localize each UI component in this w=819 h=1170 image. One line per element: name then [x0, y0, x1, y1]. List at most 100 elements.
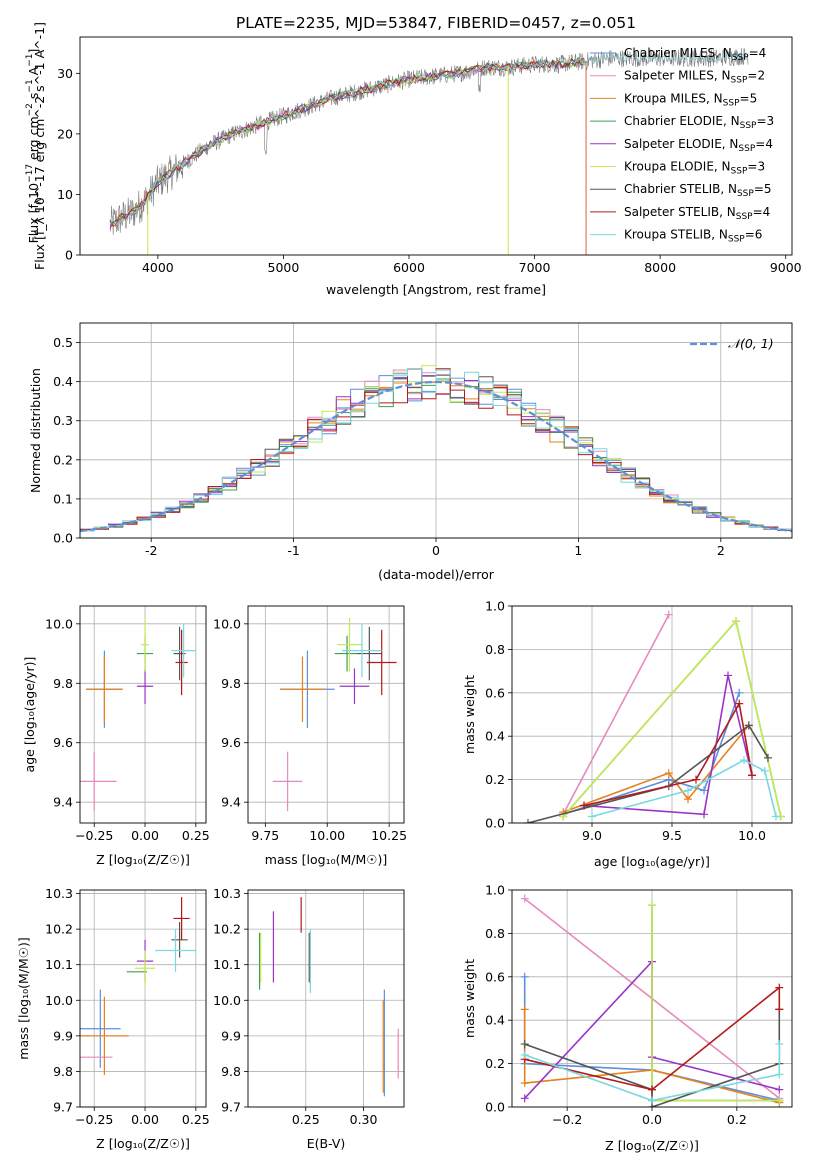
gaussian-curve [80, 380, 792, 533]
x-tick-label: 10.25 [371, 828, 407, 843]
y-tick-label: 0.6 [485, 685, 505, 700]
age-vs-mass-panel: 9.75 10.00 10.25 9.4 9.6 9.8 10.0 mass [log₁₀(M… [213, 605, 407, 867]
x-tick-label: -2 [145, 543, 157, 558]
weight-marker [648, 1096, 656, 1105]
y-tick-label: 0.0 [485, 1100, 505, 1115]
y-tick-label: 0.6 [485, 969, 505, 984]
y-tick-label: 0.0 [53, 531, 73, 546]
y-tick-label: 0.4 [53, 374, 73, 389]
weight-marker [520, 1079, 529, 1088]
mass-weight-vs-age-panel: 9.0 9.5 10.0 0.0 0.2 0.4 0.6 0.8 1.0 age [log₁₀(a… [462, 599, 793, 869]
y-tick-label: 9.8 [221, 676, 241, 691]
y-tick-label: 0.8 [485, 926, 505, 941]
x-tick-label: 0.00 [131, 1112, 159, 1127]
weight-line [527, 724, 769, 823]
axes-frame [79, 36, 793, 256]
legend-label: Salpeter ELODIE, NSSP=4 [624, 137, 773, 154]
legend-label: Salpeter STELIB, NSSP=4 [624, 205, 770, 222]
legend-label: Kroupa ELODIE, NSSP=3 [624, 160, 765, 177]
weight-marker [684, 795, 692, 804]
x-axis-label: Z [log₁₀(Z/Z☉)] [96, 852, 190, 867]
legend-label: Salpeter MILES, NSSP=2 [624, 69, 765, 86]
y-tick-label: 10.3 [45, 886, 73, 901]
y-axis-label: mass weight [462, 959, 477, 1038]
spectrum-panel: 4000 5000 6000 7000 8000 9000 0 10 20 30 wavelengt… [25, 22, 802, 297]
axes-frame [79, 889, 207, 1108]
x-axis-label: age [log₁₀(age/yr)] [594, 854, 710, 869]
weight-marker [664, 610, 673, 619]
weight-marker [520, 1005, 529, 1014]
y-tick-label: 1.0 [485, 599, 505, 614]
weight-marker [700, 810, 708, 819]
x-tick-label: 2 [717, 543, 725, 558]
spectrum-model-line [110, 58, 585, 226]
weight-marker [700, 786, 708, 795]
weight-marker [520, 972, 529, 981]
legend-label: Chabrier STELIB, NSSP=5 [624, 182, 772, 199]
spectrum-model-line [109, 57, 585, 224]
y-tick-label: 9.9 [221, 1028, 241, 1043]
legend-label: Chabrier ELODIE, NSSP=3 [624, 114, 774, 131]
weight-marker [520, 1040, 529, 1049]
weight-marker [775, 1085, 784, 1094]
weight-marker [588, 812, 596, 821]
weight-marker [692, 775, 700, 784]
spectrum-model-line [109, 56, 585, 229]
y-axis-label: Flux [f_λ 10^-17 erg cm^-2 s^-1 A^-1] [32, 22, 47, 270]
mass-vs-ebv-panel: 0.25 0.30 9.7 9.8 9.9 10.0 10.1 10.2 10.3 E(B-V) [213, 886, 405, 1151]
plot-area [272, 617, 397, 812]
legend-label: Chabrier MILES, NSSP=4 [624, 46, 766, 63]
y-tick-label: 10.0 [45, 993, 73, 1008]
axes-frame [511, 889, 793, 1108]
weight-marker [775, 1070, 784, 1079]
spectrum-model-line [110, 58, 585, 224]
x-tick-label: -1 [287, 543, 299, 558]
y-tick-label: 0.2 [485, 1056, 505, 1071]
weight-marker [748, 771, 756, 780]
x-tick-label: 9.5 [662, 828, 682, 843]
x-tick-label: 0.2 [727, 1112, 747, 1127]
weight-line [583, 675, 753, 816]
y-tick-label: 0.4 [485, 1013, 505, 1028]
plot-area [80, 365, 792, 533]
spectrum-model-line [109, 57, 585, 228]
y-tick-label: 0.2 [53, 452, 73, 467]
x-axis-label: Z [log₁₀(Z/Z☉)] [96, 1136, 190, 1151]
weight-marker [740, 756, 748, 765]
weight-marker [772, 812, 780, 821]
plot-area [524, 610, 785, 823]
weight-marker [580, 801, 588, 810]
legend-label: Kroupa STELIB, NSSP=6 [624, 228, 762, 245]
weight-line [562, 692, 740, 816]
x-tick-label: 0.25 [292, 1112, 320, 1127]
weight-marker [735, 688, 744, 697]
weight-marker [775, 1040, 784, 1049]
weight-marker [764, 753, 772, 762]
x-tick-label: −0.2 [552, 1112, 582, 1127]
x-tick-label: 6000 [393, 260, 425, 275]
y-tick-label: 0.3 [53, 413, 73, 428]
weight-marker [664, 769, 673, 778]
x-tick-label: 9.0 [582, 828, 602, 843]
x-tick-label: 0.30 [350, 1112, 378, 1127]
x-tick-label: 9.75 [251, 828, 279, 843]
y-tick-label: 10.1 [213, 957, 241, 972]
y-tick-label: 0.0 [485, 816, 505, 831]
x-tick-label: −0.25 [75, 1112, 113, 1127]
y-tick-label: 10.0 [213, 616, 241, 631]
x-axis-label: E(B-V) [307, 1136, 346, 1151]
x-tick-label: 5000 [268, 260, 300, 275]
y-tick-label: 9.7 [221, 1100, 241, 1115]
x-tick-label: 7000 [519, 260, 551, 275]
weight-marker [775, 1096, 784, 1105]
x-tick-label: 0.00 [131, 828, 159, 843]
x-tick-label: −0.25 [75, 828, 113, 843]
x-tick-label: 0.25 [182, 828, 210, 843]
y-tick-label: 9.7 [53, 1100, 73, 1115]
weight-line [562, 614, 670, 815]
y-tick-label: 0.5 [53, 335, 73, 350]
weight-marker [520, 894, 529, 903]
y-tick-label: 0.1 [53, 491, 73, 506]
y-tick-label: 9.9 [53, 1028, 73, 1043]
weight-line [583, 701, 753, 807]
